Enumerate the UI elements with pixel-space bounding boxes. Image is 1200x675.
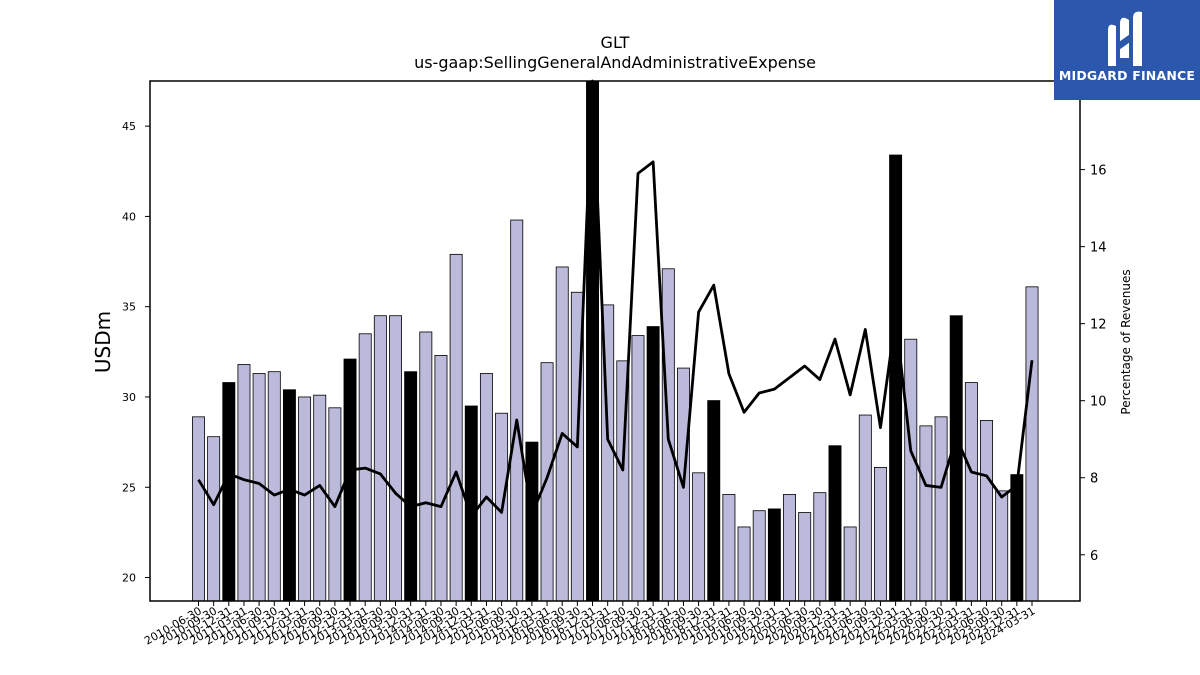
bar-2020-06-30 <box>798 512 812 602</box>
bar-2015-03-31 <box>479 373 493 602</box>
bar-2021-03-31 <box>843 526 857 602</box>
y2-tick-label: 12 <box>1090 318 1107 333</box>
bar-2013-12-31 <box>404 371 418 602</box>
y2-tick-label: 8 <box>1090 472 1098 487</box>
y2-tick-label: 14 <box>1090 241 1107 256</box>
bar-2021-12-31 <box>889 154 903 602</box>
y-tick-label: 20 <box>122 572 136 585</box>
bar-2024-03-31 <box>1025 286 1039 602</box>
bar-2020-12-31 <box>828 445 842 602</box>
bar-2017-09-30 <box>631 335 645 602</box>
plot-frame <box>149 80 1081 602</box>
y-tick-label: 25 <box>122 481 136 494</box>
bars-group <box>192 80 1039 602</box>
bar-2021-06-30 <box>858 414 872 602</box>
brand-logo: MIDGARD FINANCE <box>1054 0 1200 100</box>
bar-2017-12-31 <box>646 326 660 602</box>
y2-tick-label: 6 <box>1090 549 1098 564</box>
bar-2023-09-30 <box>995 490 1009 602</box>
bar-2012-03-31 <box>298 396 312 602</box>
axes-group: 20253035404568101214162010-06-302010-09-… <box>122 80 1107 648</box>
bar-2014-09-30 <box>449 253 463 602</box>
bar-2015-12-31 <box>525 441 539 602</box>
bar-2010-06-30 <box>192 416 205 602</box>
bar-2019-03-31 <box>722 494 736 602</box>
chart-subtitle: us-gaap:SellingGeneralAndAdministrativeE… <box>414 53 816 72</box>
brand-name: MIDGARD FINANCE <box>1058 68 1196 83</box>
bar-2019-12-31 <box>767 508 781 602</box>
bar-2011-09-30 <box>267 371 281 602</box>
y-tick-label: 45 <box>122 120 136 133</box>
bar-2013-09-30 <box>389 315 402 602</box>
bar-2015-09-30 <box>510 219 524 602</box>
line-group <box>197 79 1034 518</box>
y2-tick-label: 16 <box>1090 164 1107 179</box>
bar-2020-09-30 <box>813 492 827 602</box>
bar-2021-09-30 <box>873 466 887 602</box>
bar-2011-03-31 <box>237 364 251 602</box>
y-tick-label: 35 <box>122 301 136 314</box>
bar-2023-06-30 <box>980 420 993 602</box>
bar-2022-03-31 <box>904 338 918 602</box>
bar-2019-06-30 <box>737 526 751 602</box>
bar-2014-06-30 <box>434 355 448 602</box>
y-tick-label: 30 <box>122 391 136 404</box>
y-axis-label: USDm <box>91 311 115 373</box>
bar-2012-06-30 <box>313 394 327 602</box>
chart-title: GLT <box>601 33 630 52</box>
percentage-line <box>197 79 1034 518</box>
bar-2023-12-31 <box>1010 474 1024 602</box>
bar-2022-12-31 <box>949 315 963 602</box>
bar-2014-03-31 <box>419 331 433 602</box>
bar-2013-06-30 <box>373 315 387 602</box>
bar-2018-09-30 <box>692 472 706 602</box>
bar-2010-09-30 <box>207 436 221 602</box>
bar-2023-03-31 <box>964 382 978 602</box>
bar-2011-12-31 <box>282 389 296 602</box>
bar-2010-12-31 <box>222 382 236 602</box>
bar-2016-03-31 <box>540 362 554 602</box>
bar-2022-06-30 <box>919 425 933 602</box>
bar-2020-03-31 <box>783 494 796 602</box>
y-tick-label: 40 <box>122 210 136 223</box>
bar-2019-09-30 <box>752 510 766 602</box>
bar-2022-09-30 <box>934 416 948 602</box>
y2-axis-label: Percentage of Revenues <box>1119 269 1133 414</box>
bar-2018-12-31 <box>707 400 721 602</box>
logo-mark-icon <box>1108 11 1142 67</box>
y2-tick-label: 10 <box>1090 395 1107 410</box>
